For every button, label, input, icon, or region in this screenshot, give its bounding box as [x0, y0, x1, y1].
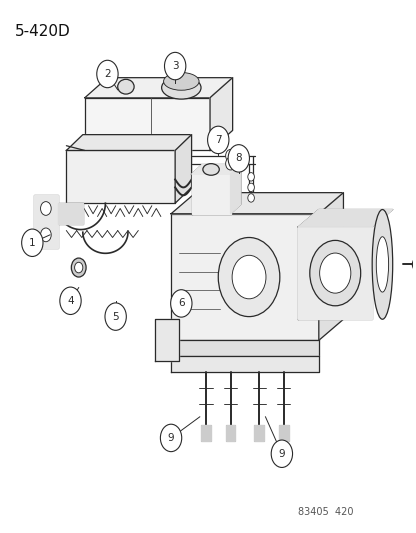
Polygon shape	[67, 150, 175, 203]
Text: 7: 7	[215, 135, 222, 145]
Polygon shape	[67, 135, 192, 150]
Circle shape	[105, 303, 126, 330]
Polygon shape	[230, 165, 241, 214]
Polygon shape	[254, 425, 264, 441]
Circle shape	[225, 157, 235, 170]
Text: 83405  420: 83405 420	[298, 507, 354, 517]
Polygon shape	[85, 98, 210, 150]
Ellipse shape	[203, 164, 219, 175]
Text: 5-420D: 5-420D	[15, 24, 71, 39]
Text: 5: 5	[112, 312, 119, 321]
Circle shape	[164, 52, 186, 80]
Circle shape	[208, 126, 229, 154]
Polygon shape	[192, 165, 241, 174]
Circle shape	[248, 193, 254, 202]
Polygon shape	[171, 341, 319, 356]
Polygon shape	[58, 203, 83, 224]
Text: 3: 3	[172, 61, 178, 71]
Polygon shape	[298, 209, 393, 227]
Polygon shape	[171, 356, 319, 372]
Text: 4: 4	[67, 296, 74, 306]
Ellipse shape	[162, 76, 201, 99]
Polygon shape	[279, 425, 289, 441]
Circle shape	[161, 424, 182, 451]
Text: 9: 9	[279, 449, 285, 459]
Circle shape	[228, 144, 250, 172]
Ellipse shape	[376, 237, 389, 292]
Polygon shape	[298, 227, 372, 319]
Circle shape	[60, 287, 81, 314]
Circle shape	[248, 173, 254, 181]
Ellipse shape	[372, 209, 393, 319]
Text: 1: 1	[29, 238, 36, 248]
Circle shape	[171, 290, 192, 317]
Ellipse shape	[163, 72, 199, 90]
Circle shape	[271, 440, 292, 467]
Circle shape	[71, 258, 86, 277]
Circle shape	[40, 228, 51, 241]
Polygon shape	[85, 78, 233, 98]
Polygon shape	[171, 192, 344, 214]
Circle shape	[248, 183, 254, 191]
Polygon shape	[175, 135, 192, 203]
Circle shape	[319, 253, 351, 293]
Circle shape	[218, 238, 280, 317]
Circle shape	[40, 201, 51, 215]
Polygon shape	[225, 425, 235, 441]
Circle shape	[310, 240, 361, 306]
Circle shape	[232, 255, 266, 299]
Polygon shape	[201, 425, 211, 441]
Polygon shape	[210, 78, 233, 150]
Polygon shape	[34, 195, 58, 248]
Text: 2: 2	[104, 69, 111, 79]
Polygon shape	[192, 174, 230, 214]
Polygon shape	[171, 214, 319, 341]
Circle shape	[225, 149, 235, 162]
Polygon shape	[319, 192, 344, 341]
Text: 9: 9	[168, 433, 174, 443]
Circle shape	[22, 229, 43, 256]
Circle shape	[97, 60, 118, 88]
Ellipse shape	[118, 79, 134, 94]
Text: 6: 6	[178, 298, 185, 309]
Text: 8: 8	[235, 154, 242, 164]
Circle shape	[412, 258, 416, 271]
Circle shape	[74, 262, 83, 273]
Polygon shape	[155, 319, 179, 361]
